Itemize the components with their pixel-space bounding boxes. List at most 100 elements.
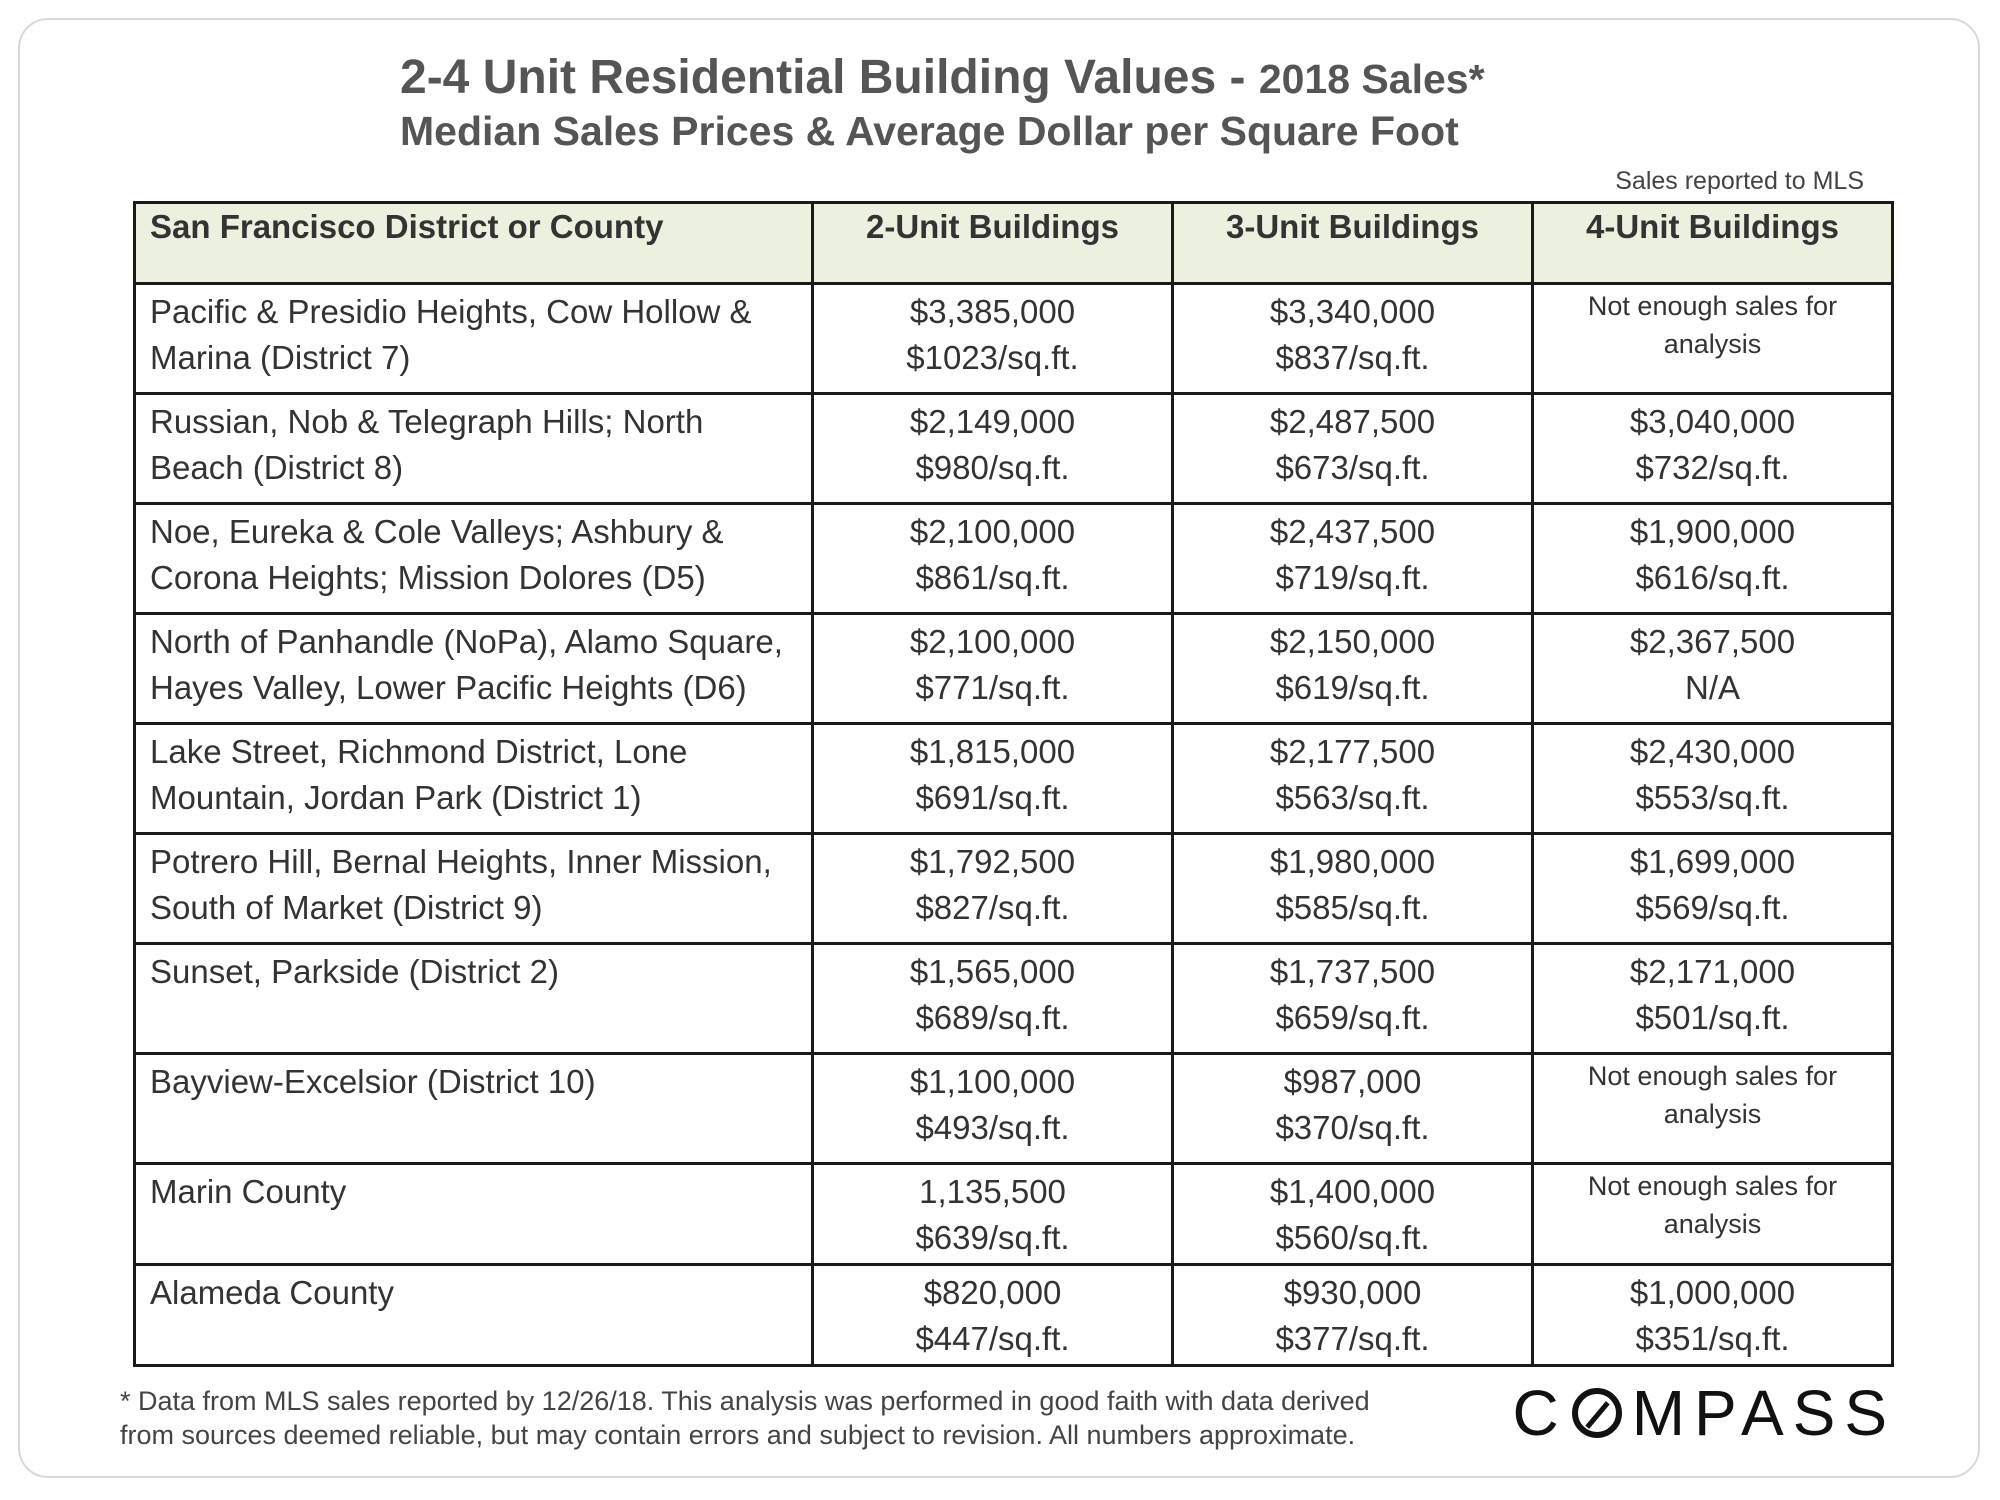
district-cell: Bayview-Excelsior (District 10) [133,1052,814,1165]
district-name-line: Russian, Nob & Telegraph Hills; North [150,403,704,440]
price-per-sqft: $501/sq.ft. [1635,999,1790,1036]
table-body: Pacific & Presidio Heights, Cow Hollow &… [133,282,1894,1367]
u3-unit-cell: $1,980,000 $585/sq.ft. [1171,832,1534,945]
district-cell: Noe, Eureka & Cole Valleys; Ashbury & Cor… [133,502,814,615]
price-per-sqft: $1023/sq.ft. [906,339,1079,376]
u3-unit-cell: $930,000 $377/sq.ft. [1171,1263,1534,1367]
district-name-line: South of Market (District 9) [150,889,543,926]
table-row: Russian, Nob & Telegraph Hills; North Bea… [133,392,1894,505]
u2-unit-cell: $1,792,500 $827/sq.ft. [811,832,1174,945]
median-price: $2,487,500 [1269,403,1436,440]
district-name-line: Bayview-Excelsior (District 10) [150,1063,596,1100]
price-per-sqft: $827/sq.ft. [915,889,1070,926]
district-name-line: Alameda County [150,1274,394,1311]
values-table: San Francisco District or County 2-Unit … [133,201,1894,1367]
page-title: 2-4 Unit Residential Building Values - 2… [400,50,1485,105]
price-per-sqft: $493/sq.ft. [915,1109,1070,1146]
price-per-sqft: $377/sq.ft. [1275,1320,1430,1357]
price-per-sqft: analysis [1663,1099,1762,1129]
table-row: Noe, Eureka & Cole Valleys; Ashbury & Cor… [133,502,1894,615]
price-per-sqft: $980/sq.ft. [915,449,1070,486]
district-name-line: Marin County [150,1173,347,1210]
u4-unit-cell: $2,367,500 N/A [1531,612,1894,725]
median-price: $2,437,500 [1269,513,1436,550]
table-row: Alameda County $820,000 $447/sq.ft. $930,00… [133,1263,1894,1367]
median-price: $1,980,000 [1269,843,1436,880]
u3-unit-cell: $2,487,500 $673/sq.ft. [1171,392,1534,505]
header-2-unit: 2-Unit Buildings [811,201,1174,285]
median-price: $1,900,000 [1629,513,1796,550]
u3-unit-cell: $987,000 $370/sq.ft. [1171,1052,1534,1165]
source-note: Sales reported to MLS [1615,167,1864,195]
district-cell: Pacific & Presidio Heights, Cow Hollow &… [133,282,814,395]
price-per-sqft: $639/sq.ft. [915,1219,1070,1256]
table-row: Pacific & Presidio Heights, Cow Hollow &… [133,282,1894,395]
price-per-sqft: $691/sq.ft. [915,779,1070,816]
median-price: Not enough sales for [1587,1171,1838,1201]
u2-unit-cell: $1,565,000 $689/sq.ft. [811,942,1174,1055]
median-price: $3,340,000 [1269,293,1436,330]
footnote-line-2: from sources deemed reliable, but may co… [120,1420,1356,1450]
price-per-sqft: $719/sq.ft. [1275,559,1430,596]
price-per-sqft: $732/sq.ft. [1635,449,1790,486]
district-cell: North of Panhandle (NoPa), Alamo Square,… [133,612,814,725]
district-name-line: Noe, Eureka & Cole Valleys; Ashbury & [150,513,724,550]
u4-unit-cell: Not enough sales for analysis [1531,1052,1894,1165]
u2-unit-cell: $3,385,000 $1023/sq.ft. [811,282,1174,395]
table-row: Potrero Hill, Bernal Heights, Inner Miss… [133,832,1894,945]
u4-unit-cell: $1,699,000 $569/sq.ft. [1531,832,1894,945]
median-price: $1,815,000 [909,733,1076,770]
median-price: $2,367,500 [1629,623,1796,660]
title-main: 2-4 Unit Residential Building Values - [400,51,1259,104]
district-cell: Lake Street, Richmond District, Lone Moun… [133,722,814,835]
price-per-sqft: analysis [1663,329,1762,359]
u4-unit-cell: Not enough sales for analysis [1531,282,1894,395]
price-per-sqft: $370/sq.ft. [1275,1109,1430,1146]
compass-o-icon [1571,1388,1622,1438]
price-per-sqft: N/A [1684,669,1740,706]
district-name-line: Potrero Hill, Bernal Heights, Inner Miss… [150,843,772,880]
price-per-sqft: $563/sq.ft. [1275,779,1430,816]
footnote-line-1: * Data from MLS sales reported by 12/26/… [120,1386,1370,1416]
median-price: $1,565,000 [909,953,1076,990]
district-name-line: Marina (District 7) [150,339,411,376]
logo-text-start: C [1512,1377,1568,1449]
median-price: $2,150,000 [1269,623,1436,660]
u2-unit-cell: $2,100,000 $771/sq.ft. [811,612,1174,725]
median-price: 1,135,500 [919,1173,1066,1210]
u4-unit-cell: Not enough sales for analysis [1531,1162,1894,1266]
price-per-sqft: $659/sq.ft. [1275,999,1430,1036]
title-suffix: 2018 Sales* [1258,56,1485,102]
price-per-sqft: $673/sq.ft. [1275,449,1430,486]
district-cell: Sunset, Parkside (District 2) [133,942,814,1055]
u4-unit-cell: $2,430,000 $553/sq.ft. [1531,722,1894,835]
price-per-sqft: $447/sq.ft. [915,1320,1070,1357]
u3-unit-cell: $1,737,500 $659/sq.ft. [1171,942,1534,1055]
median-price: $2,100,000 [909,513,1076,550]
price-per-sqft: $771/sq.ft. [915,669,1070,706]
page-subtitle: Median Sales Prices & Average Dollar per… [400,108,1459,154]
table-row: Lake Street, Richmond District, Lone Moun… [133,722,1894,835]
district-name-line: Sunset, Parkside (District 2) [150,953,559,990]
u3-unit-cell: $3,340,000 $837/sq.ft. [1171,282,1534,395]
median-price: $2,177,500 [1269,733,1436,770]
price-per-sqft: $553/sq.ft. [1635,779,1790,816]
median-price: $2,100,000 [909,623,1076,660]
price-per-sqft: $689/sq.ft. [915,999,1070,1036]
table-row: Sunset, Parkside (District 2) $1,565,000 $… [133,942,1894,1055]
u2-unit-cell: $1,100,000 $493/sq.ft. [811,1052,1174,1165]
u2-unit-cell: $2,149,000 $980/sq.ft. [811,392,1174,505]
median-price: $2,430,000 [1629,733,1796,770]
price-per-sqft: $837/sq.ft. [1275,339,1430,376]
district-name-line: North of Panhandle (NoPa), Alamo Square, [150,623,783,660]
u3-unit-cell: $2,437,500 $719/sq.ft. [1171,502,1534,615]
header-district: San Francisco District or County [133,201,814,285]
median-price: $1,400,000 [1269,1173,1436,1210]
median-price: $1,792,500 [909,843,1076,880]
district-cell: Marin County [133,1162,814,1266]
table-row: Bayview-Excelsior (District 10) $1,100,00… [133,1052,1894,1165]
median-price: $2,149,000 [909,403,1076,440]
u4-unit-cell: $3,040,000 $732/sq.ft. [1531,392,1894,505]
table-row: Marin County 1,135,500 $639/sq.ft. $1,400,0… [133,1162,1894,1266]
compass-logo: C MPASS [1512,1376,1896,1450]
